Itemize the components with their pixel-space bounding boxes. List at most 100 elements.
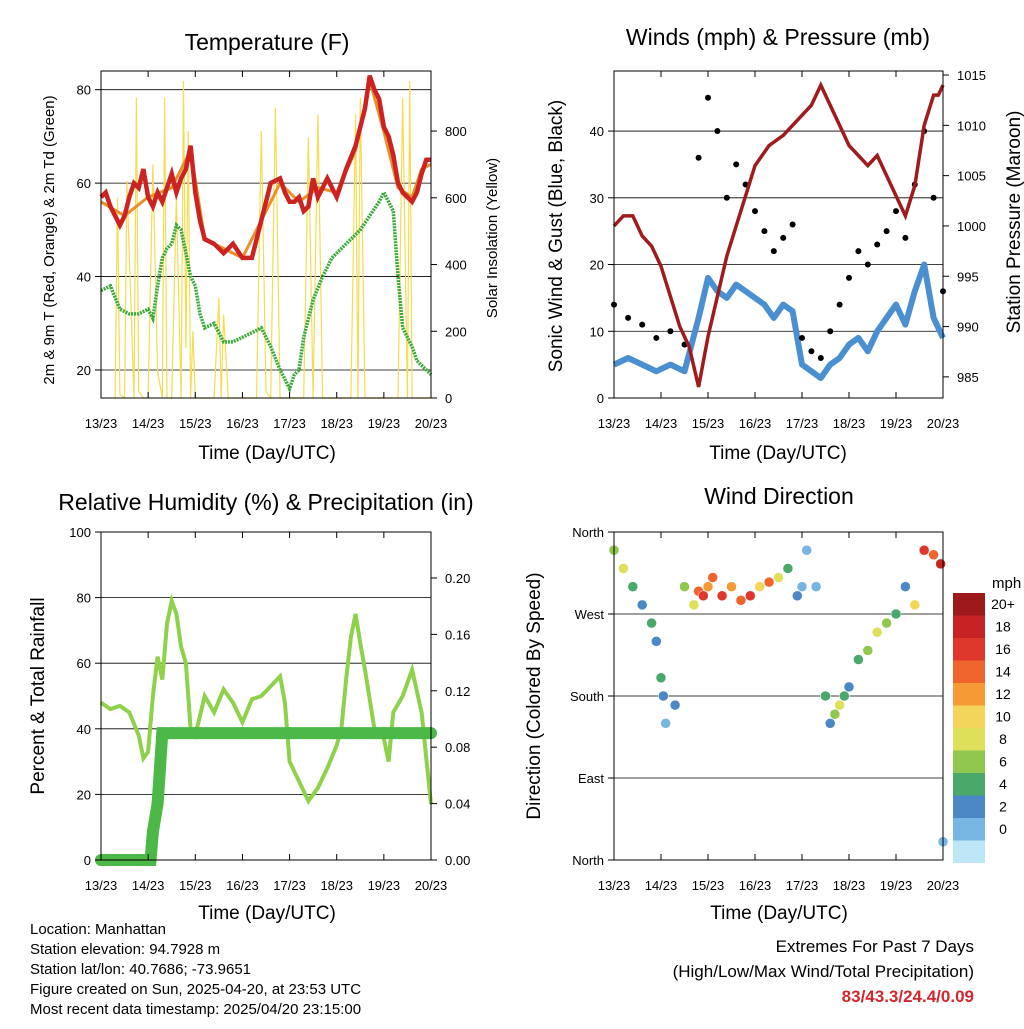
y2-axis-label: Solar Insolation (Yellow)	[484, 158, 501, 318]
y-axis-label: Percent & Total Rainfall	[28, 597, 49, 794]
data-point	[871, 626, 883, 638]
x-tick-label: 19/23	[368, 878, 401, 893]
series-line	[99, 593, 433, 805]
y-tick-label: 60	[77, 176, 91, 191]
data-point	[874, 241, 881, 248]
y-tick-label: 20	[77, 363, 91, 378]
legend-swatch	[953, 795, 985, 818]
data-point	[864, 261, 871, 268]
data-point	[893, 208, 899, 215]
y2-tick-label: 400	[445, 258, 467, 273]
x-tick-label: 13/23	[85, 416, 118, 431]
data-point	[900, 581, 911, 592]
data-point	[646, 617, 657, 629]
data-point	[705, 94, 711, 101]
data-point	[930, 194, 937, 201]
humidity-panel: Relative Humidity (%) & Precipitation (i…	[28, 489, 474, 924]
y-axis-label: Direction (Colored By Speed)	[524, 572, 545, 819]
legend-title: mph	[992, 575, 1021, 592]
y2-tick-label: 0.20	[445, 571, 470, 586]
x-tick-label: 17/23	[273, 878, 306, 893]
x-tick-label: 18/23	[320, 878, 353, 893]
x-tick-label: 15/23	[179, 878, 212, 893]
series-group	[611, 80, 946, 388]
data-point	[792, 590, 803, 602]
data-point	[707, 572, 718, 583]
y2-tick-label: 600	[445, 191, 467, 206]
temperature-panel: Temperature (F) 13/23 14/23 15/23 16/23 17/2…	[41, 29, 501, 464]
x-axis: 13/23 14/23 15/23 16/23 17/23 18/23 19/23 20/23	[598, 532, 959, 893]
data-point	[695, 154, 702, 161]
data-point	[716, 590, 728, 602]
data-point	[698, 590, 709, 602]
legend-label: 2	[999, 799, 1007, 815]
grid	[614, 613, 943, 779]
x-tick-label: 15/23	[692, 878, 725, 893]
series-line	[612, 80, 945, 388]
grid	[614, 130, 943, 332]
x-tick-label: 16/23	[739, 416, 772, 431]
created-text: Figure created on Sun, 2025-04-20, at 23…	[30, 981, 362, 998]
legend-swatch	[953, 750, 985, 773]
y-tick-label: 80	[77, 83, 91, 98]
x-tick-label: 13/23	[598, 878, 631, 893]
data-point	[745, 590, 756, 602]
data-point	[883, 228, 890, 235]
data-point	[928, 549, 939, 561]
y-tick-label: 30	[590, 191, 604, 206]
winds-panel: Winds (mph) & Pressure (mb) 13/23 14/23 15…	[546, 24, 1024, 464]
y2-axis: 0 200 400 600 800	[431, 124, 467, 406]
x-tick-label: 18/23	[833, 416, 866, 431]
x-tick-label: 18/23	[833, 878, 866, 893]
grid	[101, 89, 431, 371]
legend-swatch	[953, 728, 985, 751]
y-tick-label: East	[578, 771, 604, 786]
y2-tick-label: 995	[957, 269, 979, 284]
data-point	[902, 234, 909, 241]
data-point	[770, 248, 777, 255]
data-point	[688, 599, 700, 611]
x-tick-label: 13/23	[598, 416, 631, 431]
data-point	[655, 672, 667, 684]
data-point	[808, 348, 815, 355]
plot-frame	[100, 531, 432, 861]
series-group	[99, 74, 433, 400]
x-axis: 13/23 14/23 15/23 16/23 17/23 18/23 19/23 20/23	[85, 532, 447, 893]
legend-swatch	[953, 818, 985, 841]
y-axis: North West South East North	[570, 525, 614, 868]
y-tick-label: 20	[590, 258, 604, 273]
data-point	[723, 194, 730, 201]
legend-label: 4	[999, 776, 1007, 792]
x-tick-label: 18/23	[320, 416, 353, 431]
x-tick-label: 16/23	[739, 878, 772, 893]
x-tick-label: 15/23	[692, 416, 725, 431]
data-point	[918, 544, 930, 556]
recent-text: Most recent data timestamp: 2025/04/20 2…	[30, 1001, 362, 1018]
data-point	[855, 248, 862, 255]
legend-label: 16	[995, 641, 1011, 657]
x-axis-label: Time (Day/UTC)	[710, 903, 848, 924]
x-tick-label: 20/23	[415, 416, 448, 431]
legend-label: 6	[999, 754, 1007, 770]
data-point	[627, 581, 639, 592]
legend-swatch	[953, 615, 985, 638]
data-point	[653, 334, 660, 341]
series-line	[612, 261, 946, 381]
data-point	[935, 558, 946, 570]
data-point	[817, 354, 824, 361]
data-point	[763, 576, 775, 588]
data-point	[733, 161, 740, 168]
data-point	[679, 581, 690, 592]
extremes-box: Extremes For Past 7 Days (High/Low/Max W…	[673, 934, 974, 1009]
legend-swatches: 20+ 18 16 14 12 10 8 6 4 2 0	[953, 593, 1015, 863]
data-point	[881, 617, 892, 629]
data-point	[836, 301, 843, 308]
x-tick-label: 14/23	[132, 416, 165, 431]
y-tick-label: 60	[77, 656, 91, 671]
latlon-text: Station lat/lon: 40.7686; -73.9651	[30, 961, 252, 978]
data-point	[782, 563, 794, 574]
data-point	[853, 654, 864, 665]
y-axis: 0 10 20 30 40	[590, 124, 614, 406]
